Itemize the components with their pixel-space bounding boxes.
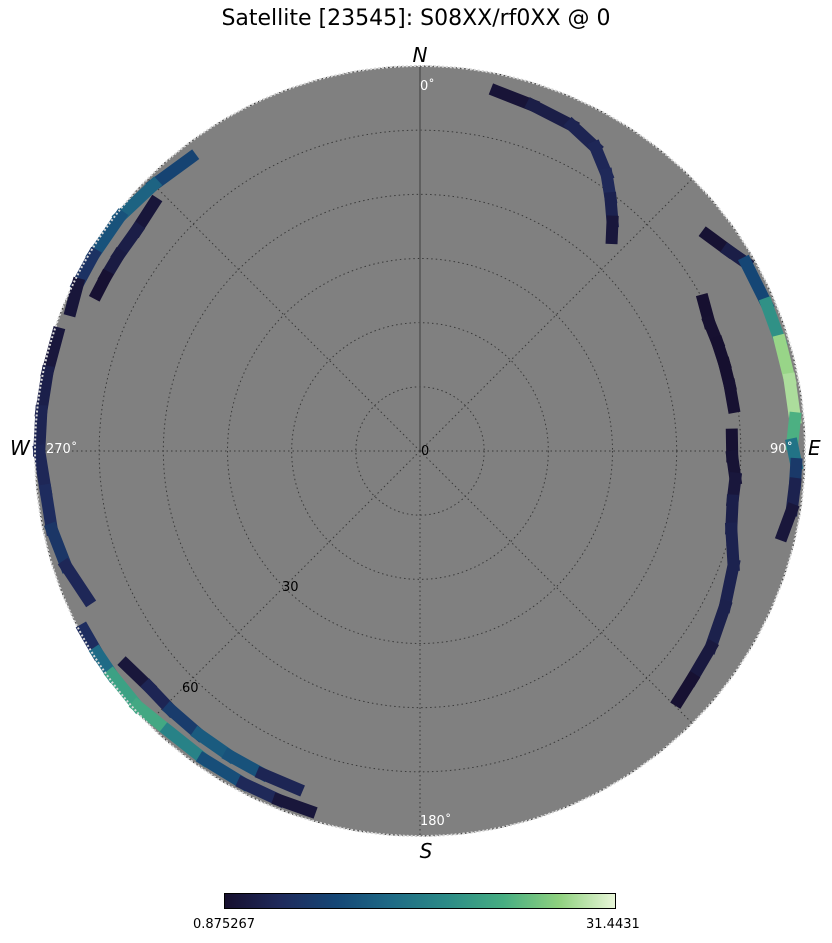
radial-label-30: 30 — [282, 580, 299, 595]
azimuth-label-90: 90˚ — [770, 441, 793, 457]
track-segment — [254, 766, 305, 797]
track-segment — [235, 775, 287, 809]
satellite-tracks — [32, 83, 804, 819]
track-segment — [605, 215, 619, 245]
track-segment — [772, 333, 797, 387]
track-segment — [63, 276, 86, 318]
compass-west-label: W — [10, 436, 31, 460]
track-segment — [57, 557, 97, 608]
compass-east-label: E — [808, 436, 821, 460]
track-segment — [159, 722, 213, 768]
track-segment — [683, 638, 720, 688]
colorbar-min-label: 0.875267 — [193, 917, 256, 932]
track-segment — [488, 83, 541, 113]
track-segment — [111, 176, 163, 226]
track-segment — [128, 697, 177, 740]
radial-label-0: 0 — [421, 444, 429, 459]
colorbar — [224, 893, 616, 909]
track-segment — [44, 521, 74, 574]
track-segment — [221, 747, 271, 783]
polar-grid — [34, 65, 806, 837]
azimuth-label-270: 270˚ — [46, 441, 77, 457]
grid-spoke — [419, 178, 693, 452]
track-segment — [758, 296, 788, 349]
azimuth-label-0: 0˚ — [420, 78, 435, 94]
track-segment — [88, 268, 114, 302]
colorbar-max-label: 31.4431 — [586, 917, 640, 932]
track-segment — [190, 725, 238, 765]
track-segment — [524, 97, 580, 134]
compass-south-label: S — [420, 839, 433, 863]
track-segment — [782, 372, 802, 425]
track-segment — [670, 670, 701, 709]
track-segment — [195, 751, 252, 792]
grid-spoke — [147, 450, 421, 724]
track-segment — [145, 149, 200, 194]
track-segment — [774, 502, 800, 543]
track-segment — [161, 701, 208, 743]
track-segment — [703, 598, 733, 655]
sky-border — [34, 65, 806, 837]
track-segment — [32, 404, 48, 458]
grid-spoke — [147, 178, 421, 452]
azimuth-label-180: 180˚ — [420, 813, 451, 829]
track-segment — [737, 254, 775, 312]
track-segment — [32, 444, 53, 498]
track-segment — [85, 208, 129, 264]
grid-ring — [291, 322, 549, 580]
track-segment — [717, 558, 741, 614]
track-segment — [103, 666, 146, 715]
compass-north-label: N — [413, 43, 428, 67]
track-segment — [722, 378, 741, 414]
track-segment — [34, 364, 55, 419]
track-segment — [40, 326, 66, 380]
track-segment — [38, 483, 59, 537]
grid-spoke — [419, 450, 693, 724]
grid-ring — [227, 258, 613, 644]
chart-title: Satellite [23545]: S08XX/rf0XX @ 0 — [221, 6, 611, 31]
track-segment — [271, 792, 318, 819]
radial-label-60: 60 — [182, 681, 199, 696]
